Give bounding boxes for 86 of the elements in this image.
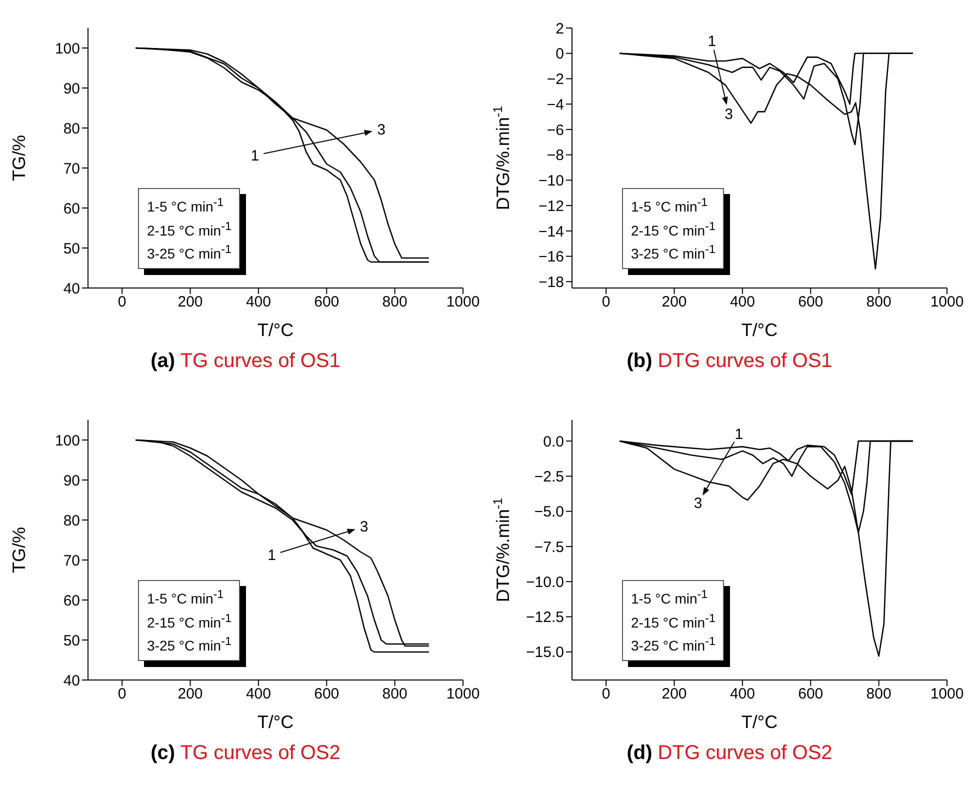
annotation: 3-25 °C min$^{-1}$	[631, 242, 716, 264]
x-tick-label: 0	[602, 294, 610, 311]
annotation: 1	[268, 547, 276, 564]
annotation: 1-5 °C min$^{-1}$	[147, 195, 225, 217]
x-tick-label: 800	[382, 294, 408, 311]
annotation: 1-5 °C min$^{-1}$	[147, 587, 225, 609]
annotation: 3	[724, 106, 733, 123]
x-axis-title: T/°C	[257, 320, 294, 340]
annotation: 2-15 °C min$^{-1}$	[631, 610, 716, 632]
annotation: 3	[377, 121, 386, 138]
x-tick-label: 200	[178, 686, 203, 703]
annotation: 1-5 °C min$^{-1}$	[631, 587, 709, 609]
y-tick-label: 50	[63, 240, 80, 258]
y-tick-label: −4	[546, 96, 564, 114]
x-tick-label: 600	[798, 686, 824, 703]
x-tick-label: 600	[798, 294, 824, 311]
text: (c) TG curves of OS2	[150, 742, 340, 764]
annotation: 2-15 °C min$^{-1}$	[147, 610, 232, 632]
y-tick-label: 70	[63, 160, 80, 178]
y-tick-label: 100	[54, 432, 80, 450]
x-tick-label: 1000	[446, 294, 480, 311]
annotation: 3-25 °C min$^{-1}$	[147, 242, 232, 264]
y-tick-label: 0	[556, 46, 564, 63]
y-tick-label: −15.0	[526, 644, 564, 662]
y-tick-label: −2	[546, 71, 564, 88]
text: (b) DTG curves of OS1	[626, 350, 832, 372]
y-tick-label: 2	[556, 20, 564, 38]
x-axis-title: T/°C	[741, 320, 778, 340]
y-tick-label: 0.0	[543, 433, 564, 450]
y-tick-label: −8	[546, 147, 564, 164]
text: (d) DTG curves of OS2	[626, 742, 832, 764]
y-tick-label: −6	[546, 122, 564, 139]
x-tick-label: 200	[178, 294, 203, 311]
y-tick-label: 80	[63, 120, 80, 138]
annotation: 1	[250, 147, 260, 164]
annotation: 3-25 °C min$^{-1}$	[147, 634, 232, 656]
x-tick-label: 600	[314, 294, 340, 311]
x-tick-label: 1000	[930, 686, 964, 703]
y-tick-label: 70	[63, 552, 80, 570]
y-tick-label: 60	[63, 200, 80, 218]
y-axis-title: TG/%	[9, 526, 29, 574]
x-tick-label: 0	[602, 686, 610, 703]
annotation: 1-5 °C min$^{-1}$	[631, 195, 709, 217]
x-tick-label: 1000	[446, 686, 480, 703]
y-tick-label: −18	[538, 274, 564, 291]
y-tick-label: −7.5	[534, 538, 564, 556]
x-tick-label: 200	[662, 294, 687, 311]
annotation: 3-25 °C min$^{-1}$	[631, 634, 716, 656]
y-tick-label: 100	[54, 40, 80, 58]
y-tick-label: 60	[63, 592, 80, 610]
x-axis-title: T/°C	[257, 712, 294, 732]
x-tick-label: 800	[382, 686, 408, 703]
y-tick-label: −12.5	[526, 609, 564, 626]
annotation: 1	[708, 33, 716, 50]
y-tick-label: 40	[63, 672, 80, 690]
y-tick-label: −5.0	[534, 504, 564, 521]
x-tick-label: 200	[662, 686, 687, 703]
y-tick-label: −10.0	[526, 574, 564, 591]
annotation: 3	[694, 495, 702, 512]
y-tick-label: 90	[63, 80, 80, 98]
y-axis-title: TG/%	[9, 134, 29, 182]
y-tick-label: −10	[538, 172, 564, 190]
text: (a) TG curves of OS1	[150, 350, 340, 372]
annotation: 2-15 °C min$^{-1}$	[631, 218, 716, 240]
annotation: 3	[360, 518, 368, 536]
y-tick-label: 90	[63, 472, 80, 490]
x-tick-label: 400	[246, 294, 271, 311]
y-tick-label: 80	[63, 512, 80, 530]
x-tick-label: 800	[866, 294, 892, 311]
annotation: 2-15 °C min$^{-1}$	[147, 218, 232, 240]
y-tick-label: −16	[538, 248, 564, 266]
x-tick-label: 400	[246, 686, 271, 703]
x-tick-label: 0	[118, 686, 126, 703]
x-tick-label: 0	[118, 294, 126, 311]
x-tick-label: 1000	[930, 294, 964, 311]
x-tick-label: 600	[314, 686, 340, 703]
x-tick-label: 400	[730, 294, 755, 311]
y-tick-label: 40	[63, 280, 80, 298]
y-tick-label: −2.5	[534, 468, 564, 486]
x-tick-label: 400	[730, 686, 755, 703]
annotation: 1	[734, 426, 744, 444]
y-tick-label: −12	[538, 198, 564, 215]
x-axis-title: T/°C	[741, 712, 778, 732]
x-tick-label: 800	[866, 686, 892, 703]
y-tick-label: −14	[538, 223, 564, 240]
y-tick-label: 50	[63, 632, 80, 650]
